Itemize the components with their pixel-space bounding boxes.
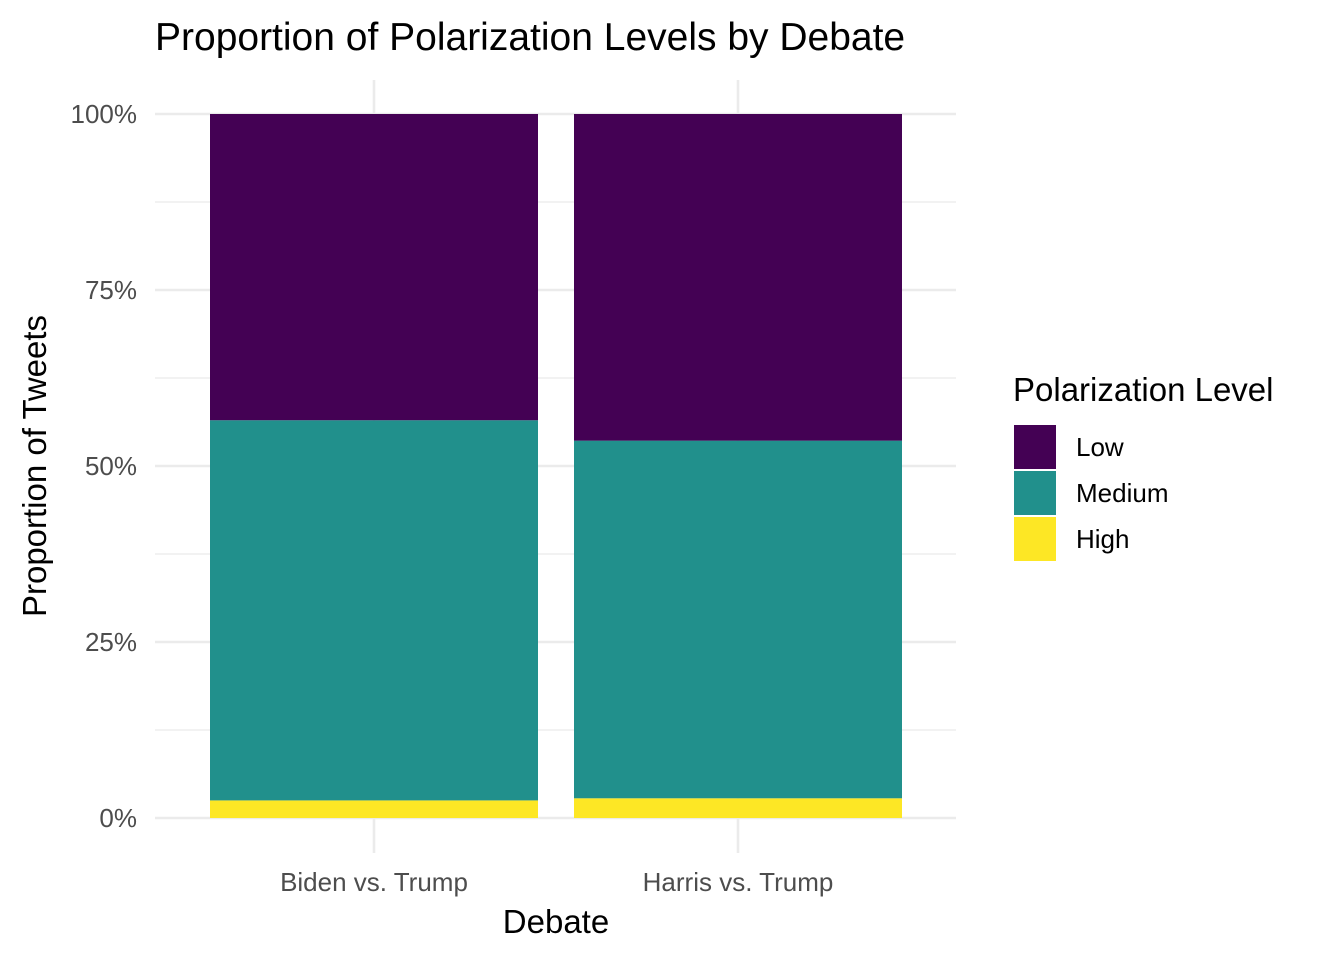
y-tick-label: 75% [85,275,137,305]
y-tick-label: 25% [85,627,137,657]
bar-segment-low [574,114,902,441]
x-axis-ticks: Biden vs. Trump Harris vs. Trump [280,867,833,897]
x-tick-label: Biden vs. Trump [280,867,468,897]
x-axis-title: Debate [503,903,609,940]
y-tick-label: 50% [85,451,137,481]
x-tick-label: Harris vs. Trump [643,867,834,897]
legend-key-low [1014,425,1056,469]
chart-title: Proportion of Polarization Levels by Deb… [155,16,905,59]
legend-label-low: Low [1076,432,1124,462]
y-tick-label: 0% [99,803,137,833]
bar-segment-medium [574,440,902,799]
legend-label-high: High [1076,524,1129,554]
y-axis-title: Proportion of Tweets [16,315,53,617]
bars [210,114,902,818]
bar-segment-low [210,114,538,421]
legend-title: Polarization Level [1013,371,1274,408]
legend: Polarization Level Low Medium High [1013,371,1274,561]
y-axis-ticks: 0% 25% 50% 75% 100% [71,99,138,833]
legend-entries: Low Medium High [1014,425,1168,561]
bar-segment-high [574,798,902,818]
legend-key-medium [1014,471,1056,515]
legend-key-high [1014,517,1056,561]
legend-label-medium: Medium [1076,478,1168,508]
y-tick-label: 100% [71,99,138,129]
bar-segment-medium [210,420,538,801]
bar-segment-high [210,800,538,818]
